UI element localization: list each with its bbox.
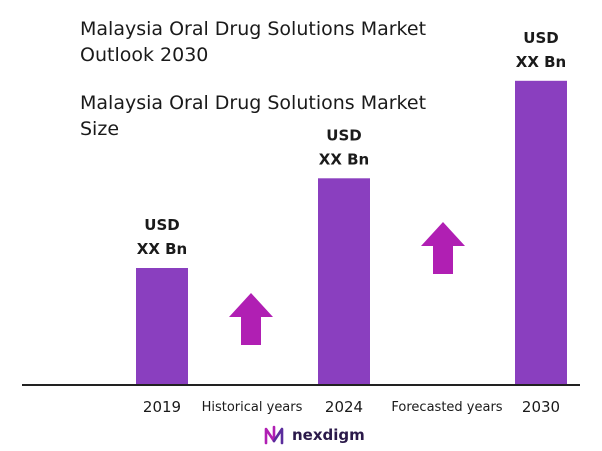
data-label-2024-line1: USD [326, 126, 361, 144]
chart-title: Malaysia Oral Drug Solutions Market Outl… [80, 18, 427, 66]
data-label-2019-line1: USD [144, 216, 179, 234]
nexdigm-logo-icon [264, 425, 284, 445]
period-label-2: Forecasted years [391, 400, 502, 415]
up-arrow-icon-1 [229, 293, 273, 345]
x-tick-label-2019: 2019 [143, 398, 181, 416]
data-label-2019-line2: XX Bn [137, 240, 187, 258]
bar-2030 [515, 80, 567, 386]
growth-arrows-group [229, 222, 465, 345]
bar-2019 [136, 268, 188, 385]
bars-group [136, 80, 567, 386]
data-label-2024-line2: XX Bn [319, 150, 369, 168]
up-arrow-icon-2 [421, 222, 465, 274]
x-tick-label-2024: 2024 [325, 398, 363, 416]
labels-group: USD XX Bn 2019 USD XX Bn 2024 USD XX Bn 2030 Hist… [137, 29, 566, 416]
data-label-2030-line2: XX Bn [516, 53, 566, 71]
data-label-2030-line1: USD [523, 29, 558, 47]
brand-logo: nexdigm [262, 423, 365, 447]
chart-subtitle: Malaysia Oral Drug Solutions Market Size [80, 92, 427, 140]
bar-2024 [318, 178, 370, 385]
x-tick-label-2030: 2030 [522, 398, 560, 416]
brand-name: nexdigm [292, 426, 365, 444]
period-label-1: Historical years [202, 400, 303, 415]
